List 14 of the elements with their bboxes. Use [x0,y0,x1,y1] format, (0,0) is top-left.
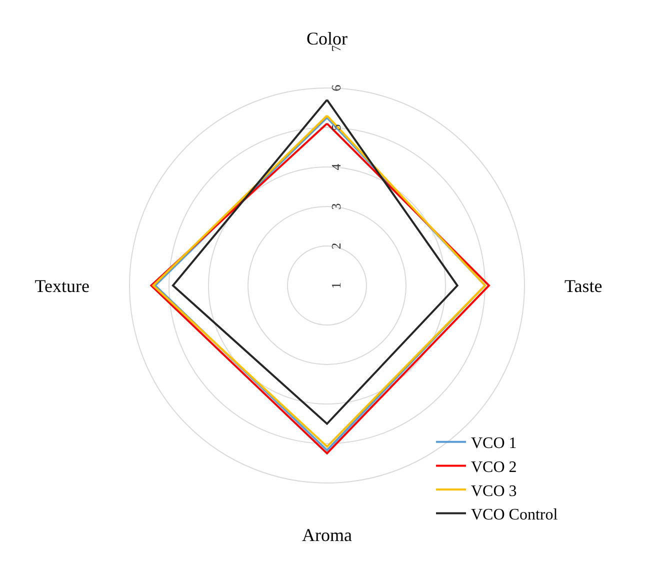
y-tick-label: 4 [328,163,344,170]
y-tick-label: 1 [328,282,344,289]
legend-label: VCO 2 [471,458,517,476]
y-tick-label: 2 [328,242,344,250]
legend-label: VCO 3 [471,482,517,500]
spoke-label: Taste [564,276,602,296]
legend-label: VCO 1 [471,435,517,452]
legend-label: VCO Control [471,506,558,524]
spoke-label: Texture [34,276,90,296]
y-tick-label: 3 [328,203,344,210]
y-tick-label: 6 [328,84,344,92]
y-tick-label: 5 [328,124,344,131]
spoke-label: Aroma [302,525,352,545]
y-tick-label: 7 [328,44,344,52]
